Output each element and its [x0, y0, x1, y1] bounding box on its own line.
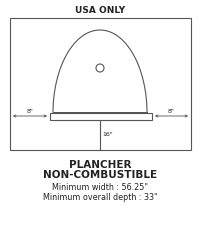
- Text: 8": 8": [26, 109, 33, 114]
- Bar: [10, 18, 190, 150]
- Bar: [50, 113, 151, 120]
- Text: NON-COMBUSTIBLE: NON-COMBUSTIBLE: [43, 170, 156, 180]
- Text: USA ONLY: USA ONLY: [75, 6, 124, 14]
- Text: 16": 16": [101, 132, 112, 136]
- Text: Minimum width : 56.25": Minimum width : 56.25": [52, 183, 147, 192]
- Text: 8": 8": [167, 109, 174, 114]
- Text: PLANCHER: PLANCHER: [68, 160, 131, 170]
- Text: Minimum overall depth : 33": Minimum overall depth : 33": [42, 193, 157, 202]
